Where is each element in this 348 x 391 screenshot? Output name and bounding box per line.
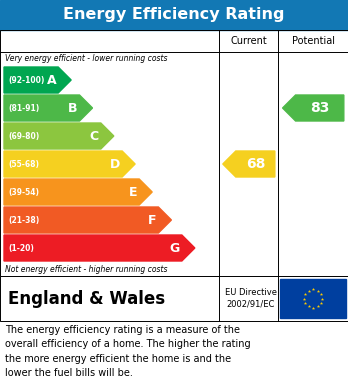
Text: The energy efficiency rating is a measure of the
overall efficiency of a home. T: The energy efficiency rating is a measur… [5, 325, 251, 378]
Text: Very energy efficient - lower running costs: Very energy efficient - lower running co… [5, 54, 167, 63]
Text: (92-100): (92-100) [8, 75, 45, 84]
Polygon shape [4, 179, 152, 205]
Bar [0, 0, 348, 30]
Polygon shape [4, 67, 71, 93]
Polygon shape [4, 207, 172, 233]
Bar [0, 276, 348, 321]
Polygon shape [4, 95, 93, 121]
Text: (69-80): (69-80) [8, 131, 39, 140]
Text: 83: 83 [310, 101, 330, 115]
Text: F: F [148, 213, 156, 226]
Text: 68: 68 [246, 157, 265, 171]
Text: England & Wales: England & Wales [8, 289, 165, 307]
Text: D: D [110, 158, 120, 170]
Text: (21-38): (21-38) [8, 215, 39, 224]
Text: G: G [169, 242, 180, 255]
Text: C: C [90, 129, 99, 142]
Bar [0, 30, 348, 276]
Polygon shape [283, 95, 344, 121]
Text: E: E [129, 185, 137, 199]
Text: (81-91): (81-91) [8, 104, 39, 113]
Text: (1-20): (1-20) [8, 244, 34, 253]
Text: (39-54): (39-54) [8, 188, 39, 197]
Bar [280, 279, 346, 318]
Text: EU Directive
2002/91/EC: EU Directive 2002/91/EC [225, 288, 277, 309]
Text: B: B [68, 102, 78, 115]
Polygon shape [4, 235, 195, 261]
Polygon shape [223, 151, 275, 177]
Text: Current: Current [230, 36, 267, 46]
Text: Potential: Potential [292, 36, 335, 46]
Text: Energy Efficiency Rating: Energy Efficiency Rating [63, 7, 285, 23]
Polygon shape [4, 123, 114, 149]
Text: (55-68): (55-68) [8, 160, 39, 169]
Text: Not energy efficient - higher running costs: Not energy efficient - higher running co… [5, 265, 167, 274]
Polygon shape [4, 151, 135, 177]
Text: A: A [47, 74, 56, 86]
